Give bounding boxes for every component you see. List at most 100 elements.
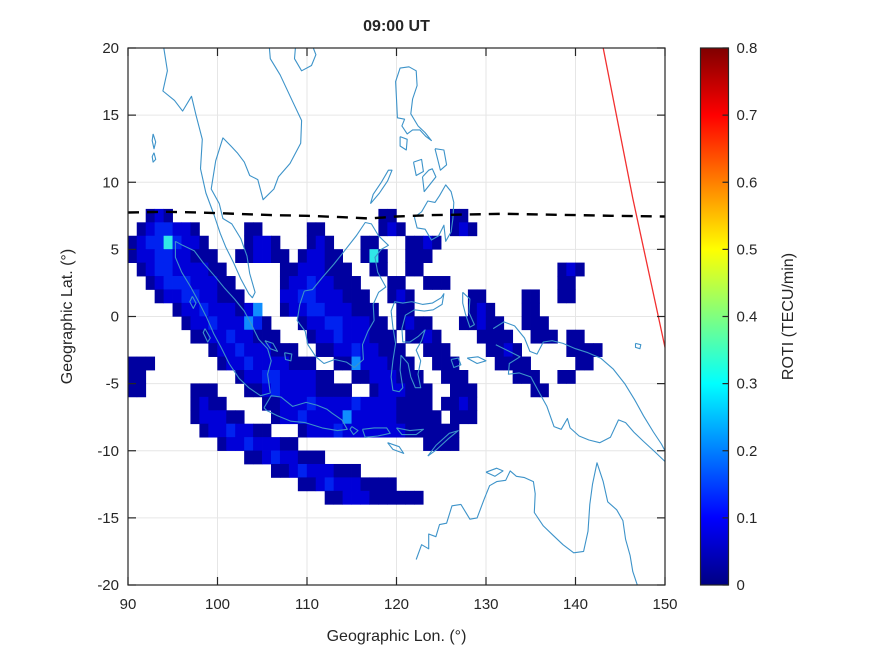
roti-cell xyxy=(360,490,370,505)
coastline-path xyxy=(492,321,666,452)
roti-cell xyxy=(432,276,442,290)
roti-cell xyxy=(467,222,478,237)
roti-cell xyxy=(566,276,576,290)
x-tick-label: 130 xyxy=(473,596,498,613)
roti-cell xyxy=(512,356,522,371)
roti-cell xyxy=(181,289,191,304)
roti-cell xyxy=(566,343,576,357)
roti-cell xyxy=(315,289,326,304)
overlay-lines xyxy=(127,47,666,348)
roti-cell xyxy=(450,423,460,438)
roti-cell xyxy=(324,235,335,250)
roti-cell xyxy=(288,383,299,398)
roti-cell xyxy=(467,396,478,411)
roti-cell xyxy=(450,370,460,384)
roti-cell xyxy=(279,437,290,451)
roti-cell xyxy=(262,316,272,331)
roti-cell xyxy=(163,208,173,223)
roti-cell xyxy=(441,370,451,384)
roti-cell xyxy=(199,423,209,438)
roti-cell xyxy=(127,383,138,398)
roti-cell xyxy=(199,276,209,290)
roti-cell xyxy=(521,316,531,331)
roti-cell xyxy=(396,396,406,411)
roti-cell xyxy=(217,329,227,344)
roti-cell xyxy=(136,370,147,384)
roti-cell xyxy=(199,410,209,425)
roti-cell xyxy=(378,396,388,411)
roti-cell xyxy=(414,383,424,398)
roti-cell xyxy=(253,343,263,357)
roti-cell xyxy=(253,249,263,263)
coastline-path xyxy=(202,328,211,343)
roti-cell xyxy=(432,356,442,371)
roti-cell xyxy=(306,302,317,317)
roti-cell xyxy=(369,490,379,505)
roti-cell xyxy=(387,423,397,438)
roti-cell xyxy=(217,437,227,451)
y-tick-label: -5 xyxy=(106,376,119,393)
roti-cell xyxy=(262,343,272,357)
roti-cell xyxy=(190,222,200,237)
roti-cell xyxy=(342,396,352,411)
roti-cell xyxy=(369,477,379,492)
roti-cell xyxy=(369,329,379,344)
roti-cell xyxy=(271,383,281,398)
roti-cell xyxy=(405,302,415,317)
roti-cell xyxy=(476,316,487,331)
roti-cell xyxy=(271,463,281,478)
roti-cell xyxy=(262,383,272,398)
roti-cell xyxy=(342,289,352,304)
tick-marks xyxy=(127,47,666,586)
roti-cell xyxy=(145,222,156,237)
roti-cell xyxy=(190,396,200,411)
roti-cell xyxy=(244,249,254,263)
roti-cell xyxy=(423,276,433,290)
roti-cell xyxy=(235,356,245,371)
roti-cell xyxy=(190,235,200,250)
roti-cell xyxy=(369,410,379,425)
roti-cell xyxy=(360,343,370,357)
roti-cell xyxy=(315,316,326,331)
roti-cell xyxy=(351,423,361,438)
roti-cell xyxy=(226,316,236,331)
roti-cell xyxy=(297,477,308,492)
roti-cell xyxy=(494,343,505,357)
roti-cell xyxy=(235,329,245,344)
roti-cell xyxy=(271,437,281,451)
roti-cell xyxy=(297,316,308,331)
roti-cell xyxy=(450,396,460,411)
roti-cell xyxy=(244,383,254,398)
roti-cell xyxy=(342,423,352,438)
coastline-path xyxy=(421,168,437,193)
roti-cell xyxy=(369,356,379,371)
roti-cell xyxy=(324,490,335,505)
roti-cell xyxy=(405,262,415,277)
x-axis-label: Geographic Lon. (°) xyxy=(327,628,467,645)
coastline-path xyxy=(284,352,293,362)
roti-cell xyxy=(262,356,272,371)
roti-cell xyxy=(253,302,263,317)
roti-cell xyxy=(414,249,424,263)
coastline-path xyxy=(396,427,424,436)
coastline-path xyxy=(450,357,462,369)
roti-cell xyxy=(297,276,308,290)
colorbar-tick-label: 0.7 xyxy=(737,107,758,124)
y-tick-label: -15 xyxy=(97,510,119,527)
roti-cell xyxy=(244,222,254,237)
roti-cell xyxy=(315,276,326,290)
roti-cell xyxy=(458,316,469,331)
roti-cell xyxy=(163,262,173,277)
roti-cell xyxy=(279,410,290,425)
roti-cell xyxy=(271,235,281,250)
roti-cell xyxy=(485,329,496,344)
coastline-path xyxy=(369,169,393,205)
roti-cell xyxy=(423,383,433,398)
roti-cell xyxy=(244,343,254,357)
roti-cell xyxy=(414,329,424,344)
roti-cell xyxy=(378,316,388,331)
roti-cell xyxy=(279,450,290,465)
coastline-path xyxy=(189,296,197,309)
roti-cell xyxy=(288,289,299,304)
